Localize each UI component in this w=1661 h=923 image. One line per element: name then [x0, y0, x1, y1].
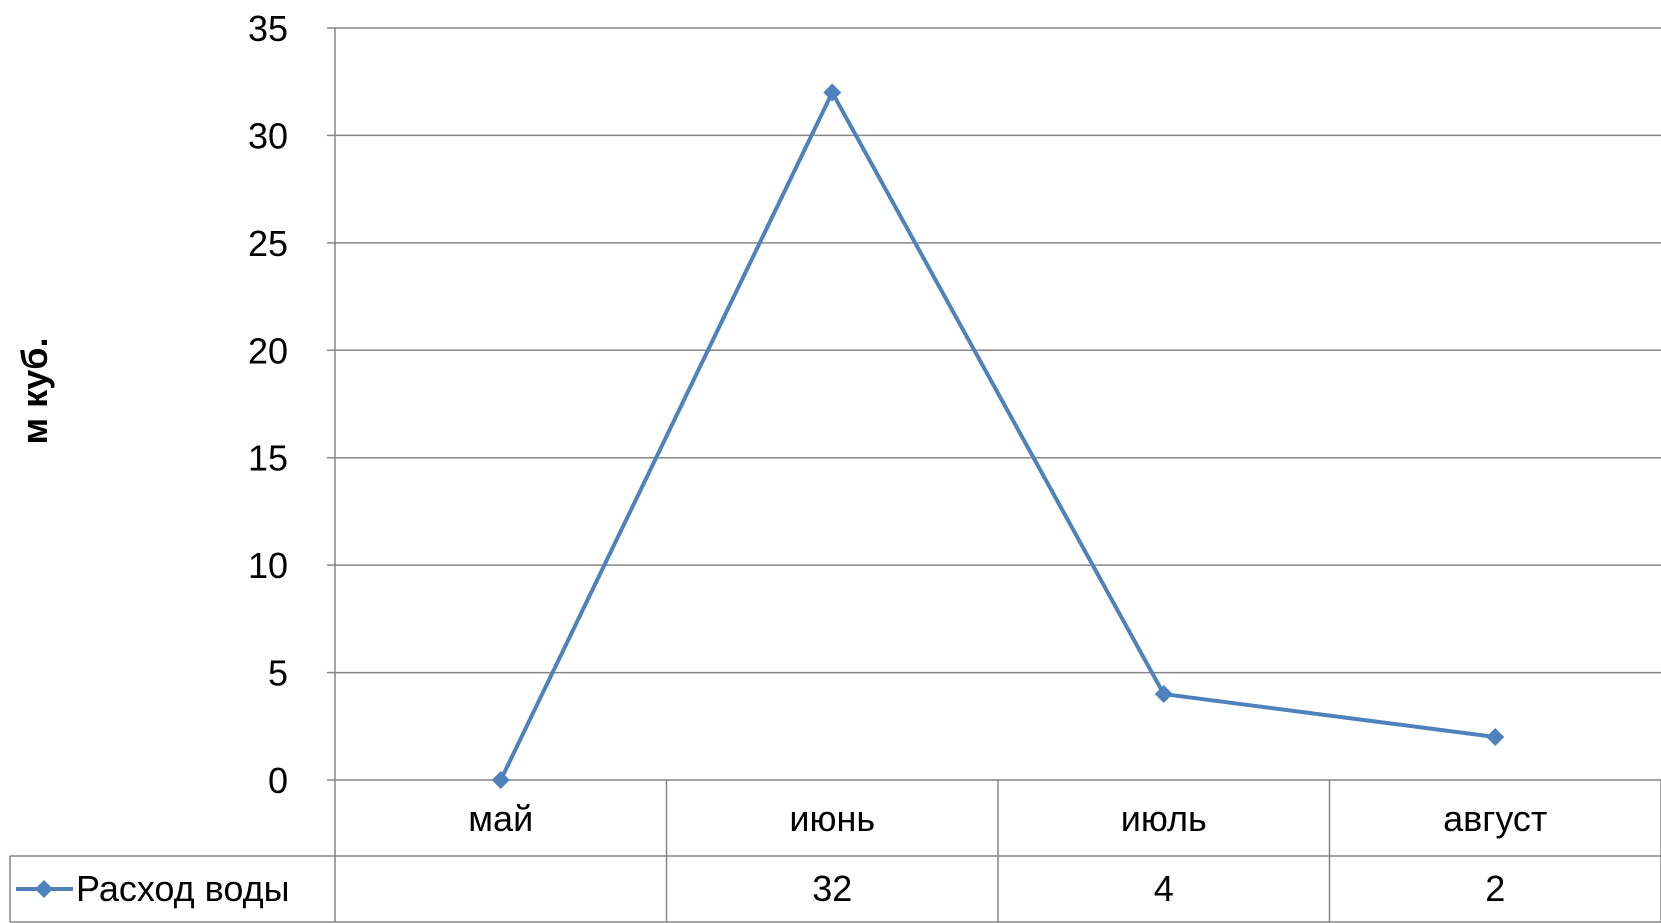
y-tick-label: 15	[248, 438, 288, 479]
y-axis-ticks: 0 5 10 15 20 25 30 35	[248, 8, 335, 801]
gridlines	[335, 27, 1661, 674]
legend-marker	[35, 880, 53, 898]
y-tick-label: 35	[248, 8, 288, 49]
y-axis-label: м куб.	[14, 338, 55, 445]
y-tick-label: 0	[268, 760, 288, 801]
category-label: август	[1443, 798, 1547, 839]
data-table: май июнь июль август 32 4 2 Расход воды	[9, 780, 1661, 923]
table-value-cell: 4	[1154, 868, 1174, 909]
category-label: май	[468, 798, 533, 839]
y-tick-label: 10	[248, 545, 288, 586]
y-tick-label: 30	[248, 115, 288, 156]
data-point	[1154, 685, 1173, 704]
legend-label: Расход воды	[76, 868, 290, 909]
category-label: июль	[1121, 798, 1207, 839]
table-value-cell: 32	[812, 868, 852, 909]
y-tick-label: 25	[248, 223, 288, 264]
axes	[334, 28, 1661, 781]
data-point	[491, 771, 510, 789]
table-value-cell: 2	[1485, 868, 1505, 909]
data-point	[823, 83, 842, 102]
y-tick-label: 5	[268, 653, 288, 694]
category-label: июнь	[789, 798, 875, 839]
data-point	[1486, 728, 1505, 747]
series-line	[498, 90, 1496, 781]
series-group	[491, 83, 1505, 789]
y-tick-label: 20	[248, 330, 288, 371]
